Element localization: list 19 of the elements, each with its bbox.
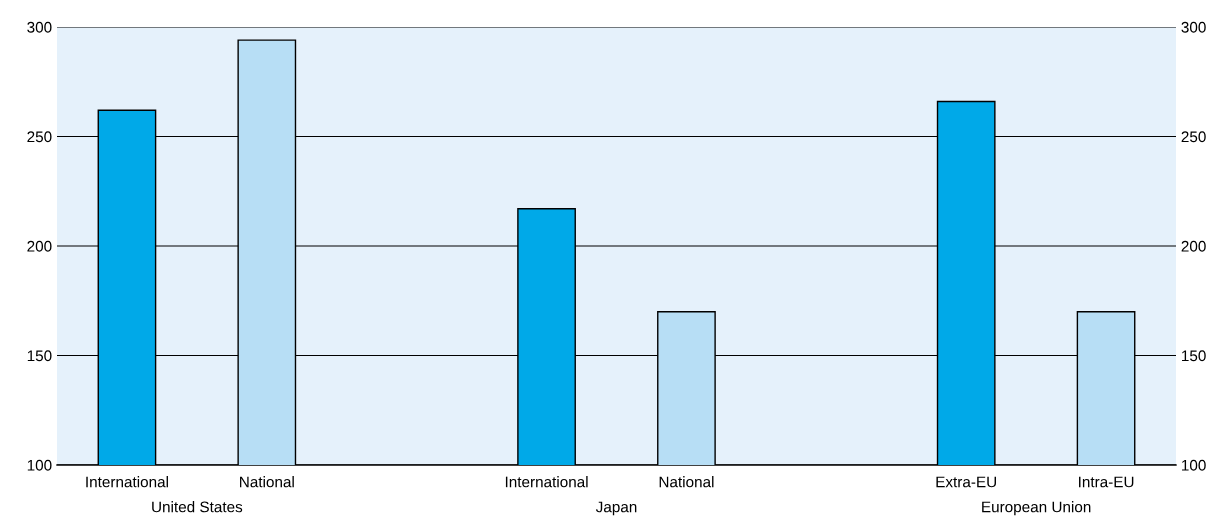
x-tick-label: National: [659, 476, 714, 488]
y2-tick-label: 300: [1181, 21, 1206, 33]
x-tick-label: Intra-EU: [1079, 476, 1134, 488]
y2-tick-label: 250: [1181, 131, 1206, 143]
y-tick-label: 300: [27, 21, 52, 33]
x-tick-label: International: [505, 476, 588, 488]
y-tick-label: 150: [27, 350, 52, 362]
x-tick-label: International: [86, 476, 168, 488]
text: United States: [152, 501, 243, 513]
y2-tick-label: 150: [1182, 350, 1206, 362]
x-tick-label: National: [240, 476, 294, 488]
text: European Union: [982, 501, 1091, 516]
y-tick-label: 100: [27, 459, 52, 471]
y-tick-label: 200: [27, 240, 52, 252]
text: Japan: [595, 501, 637, 516]
y2-tick-label: 200: [1181, 240, 1206, 252]
y-tick-label: 250: [27, 131, 52, 143]
y2-tick-label: 100: [1182, 459, 1206, 471]
x-tick-label: Extra-EU: [936, 476, 996, 488]
